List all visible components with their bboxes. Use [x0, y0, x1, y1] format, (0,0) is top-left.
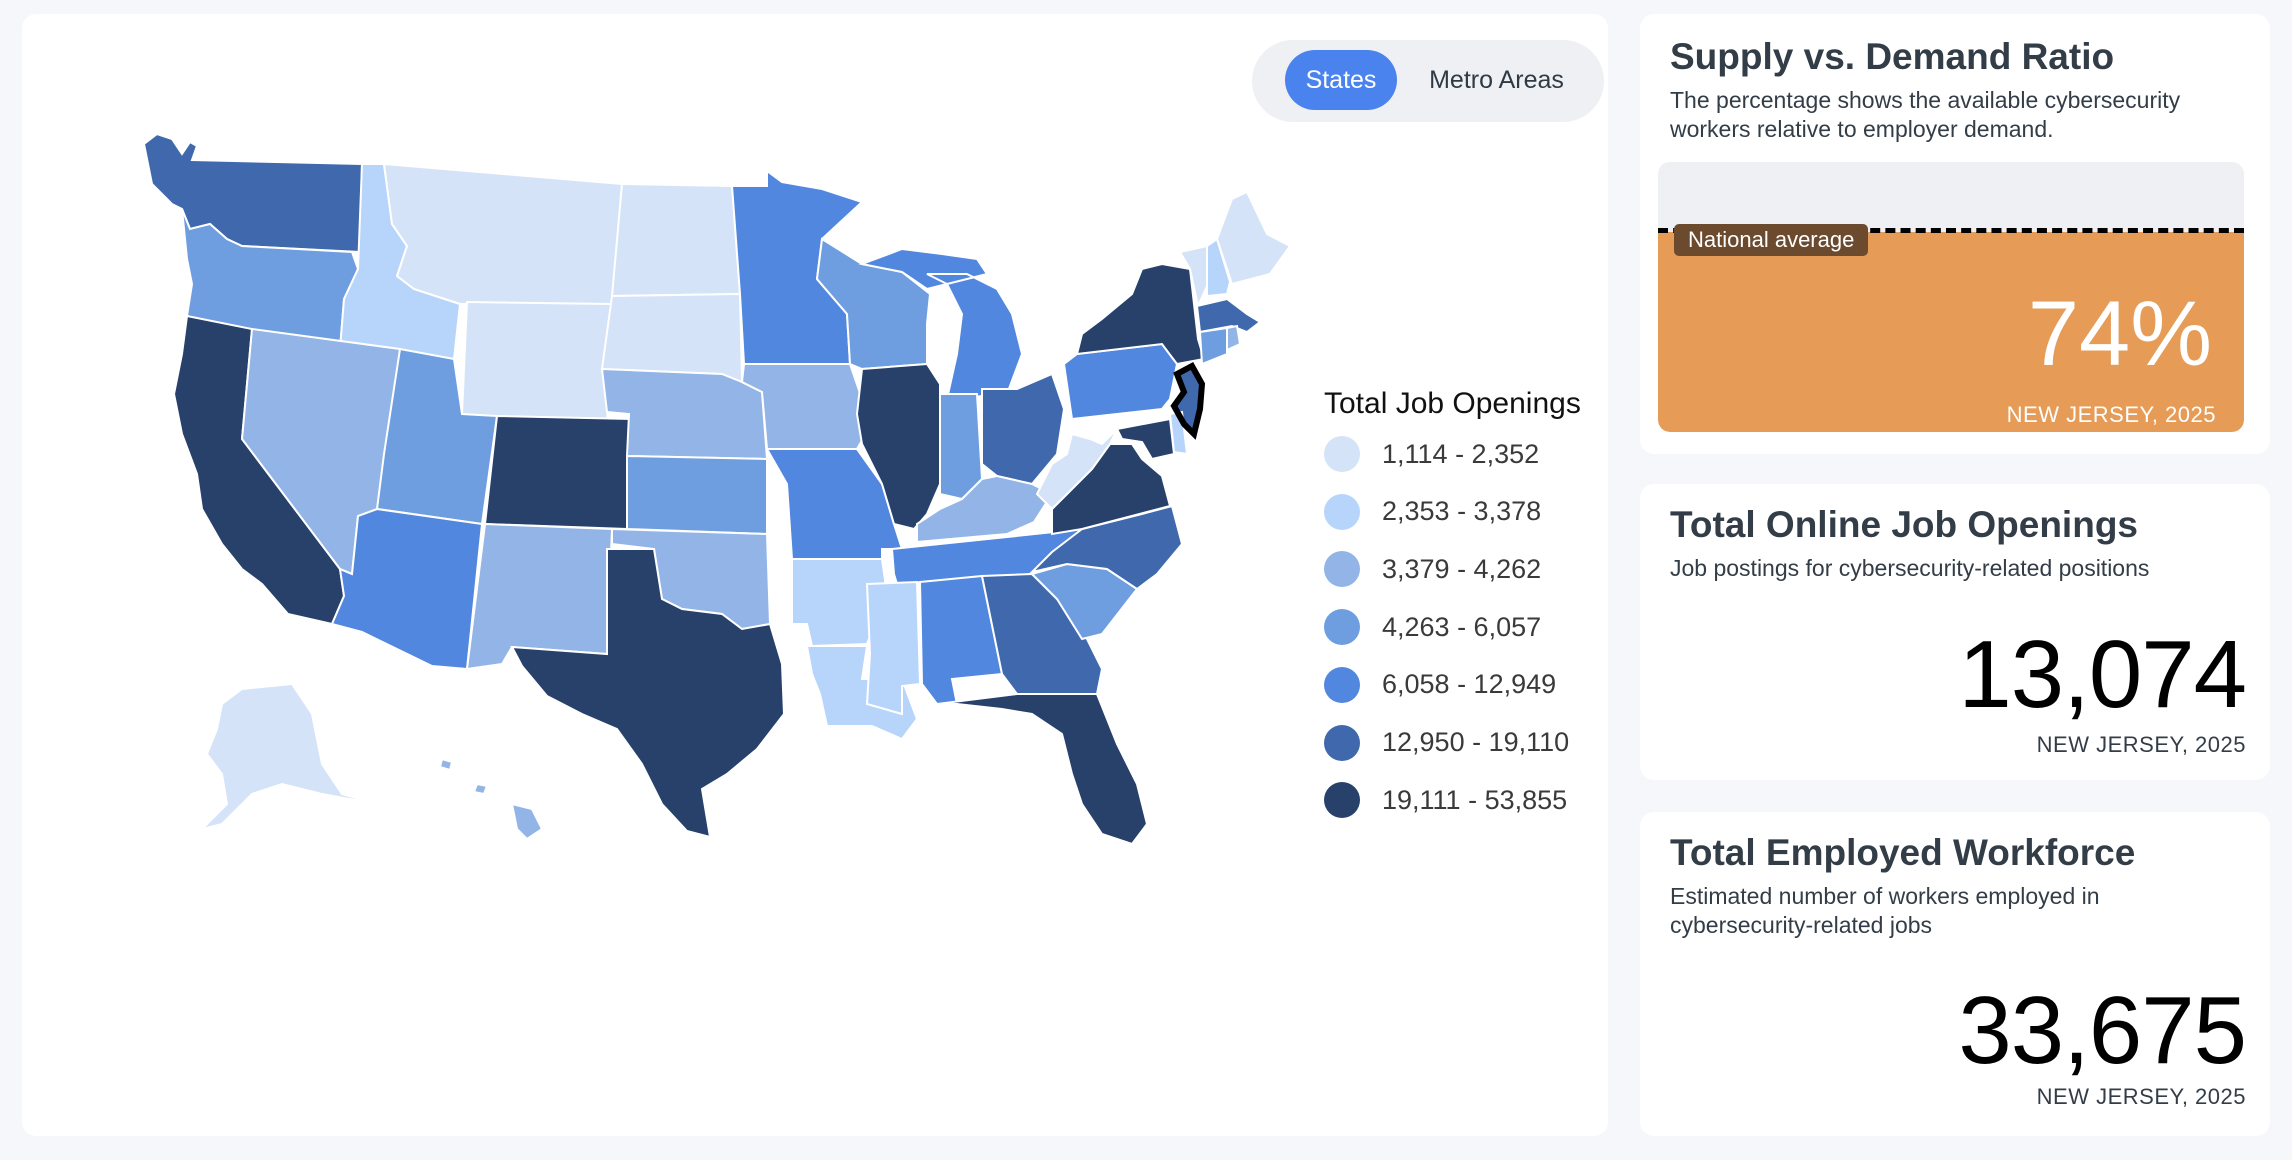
job-openings-description: Job postings for cybersecurity-related p…: [1670, 555, 2150, 581]
job-openings-title: Total Online Job Openings: [1670, 504, 2138, 545]
state-pa[interactable]: [1062, 342, 1179, 421]
workforce-sublabel: NEW JERSEY, 2025: [2036, 1084, 2246, 1109]
state-il[interactable]: [855, 362, 941, 531]
map-legend: Total Job Openings 1,114 - 2,352 2,353 - …: [1324, 384, 1604, 819]
legend-item: 12,950 - 19,110: [1324, 723, 1569, 763]
legend-swatch: [1324, 551, 1360, 588]
legend-label: 19,111 - 53,855: [1382, 784, 1568, 815]
state-sd[interactable]: [600, 292, 744, 384]
us-choropleth-map: [142, 132, 1292, 846]
map-panel: States Metro Areas Total Job Openings 1,…: [22, 14, 1608, 1136]
job-openings-sublabel: NEW JERSEY, 2025: [2036, 732, 2246, 757]
legend-label: 3,379 - 4,262: [1382, 553, 1542, 584]
state-hi[interactable]: [438, 757, 544, 841]
legend-swatch: [1324, 782, 1360, 819]
state-tx[interactable]: [510, 548, 786, 839]
state-ri[interactable]: [1226, 324, 1242, 352]
legend-item: 19,111 - 53,855: [1324, 780, 1567, 820]
ratio-fill: [1658, 232, 2244, 432]
state-ny[interactable]: [1075, 262, 1206, 366]
state-nd[interactable]: [610, 182, 742, 298]
legend-swatch: [1324, 493, 1360, 530]
legend-label: 12,950 - 19,110: [1382, 727, 1570, 757]
legend-item: 6,058 - 12,949: [1324, 665, 1556, 705]
legend-swatch: [1324, 724, 1360, 761]
legend-label: 2,353 - 3,378: [1382, 496, 1542, 527]
supply-demand-description: The percentage shows the available cyber…: [1670, 87, 2181, 142]
workforce-title: Total Employed Workforce: [1670, 832, 2136, 873]
state-ak[interactable]: [198, 682, 378, 831]
supply-demand-card: Supply vs. Demand Ratio The percentage s…: [1640, 14, 2270, 454]
legend-item: 3,379 - 4,262: [1324, 549, 1541, 589]
state-ut[interactable]: [375, 347, 499, 526]
state-vt[interactable]: [1178, 244, 1208, 310]
state-la[interactable]: [805, 645, 919, 741]
states-toggle-button[interactable]: States: [1285, 50, 1397, 110]
ratio-sublabel: NEW JERSEY, 2025: [2006, 402, 2216, 427]
ratio-value: 74%: [2027, 283, 2212, 385]
state-wa[interactable]: [142, 132, 364, 254]
legend-swatch: [1324, 436, 1360, 472]
state-ky[interactable]: [916, 474, 1054, 544]
legend-label: 4,263 - 6,057: [1382, 611, 1542, 642]
state-md[interactable]: [1115, 417, 1176, 461]
workforce-value: 33,675: [1958, 977, 2247, 1084]
ratio-bar: National average 74% NEW JERSEY, 2025: [1658, 162, 2244, 432]
legend-swatch: [1324, 609, 1360, 646]
state-co[interactable]: [483, 414, 634, 531]
supply-demand-title: Supply vs. Demand Ratio: [1670, 36, 2115, 77]
legend-label: 1,114 - 2,352: [1382, 438, 1540, 469]
legend-item: 4,263 - 6,057: [1324, 607, 1541, 647]
state-oh[interactable]: [981, 372, 1066, 486]
legend-item: 2,353 - 3,378: [1324, 492, 1541, 532]
state-me[interactable]: [1215, 190, 1292, 286]
legend-item: 1,114 - 2,352: [1324, 434, 1539, 474]
state-ks[interactable]: [626, 454, 768, 536]
national-average-label: National average: [1674, 223, 1869, 256]
state-fl[interactable]: [936, 693, 1149, 846]
selected-state-outline: [1170, 361, 1206, 440]
state-mt[interactable]: [382, 162, 624, 305]
state-in[interactable]: [939, 393, 984, 501]
job-openings-card: Total Online Job Openings Job postings f…: [1640, 484, 2270, 780]
legend-title: Total Job Openings: [1324, 387, 1581, 420]
state-ct[interactable]: [1198, 326, 1228, 366]
workforce-description: Estimated number of workers employed in …: [1670, 883, 2100, 938]
state-wy[interactable]: [460, 300, 614, 426]
workforce-card: Total Employed Workforce Estimated numbe…: [1640, 812, 2270, 1136]
state-ms[interactable]: [865, 580, 922, 716]
national-average-line: [1658, 227, 2244, 233]
map-mode-toggle: States Metro Areas: [1252, 40, 1604, 122]
state-nm[interactable]: [465, 522, 614, 671]
legend-label: 6,058 - 12,949: [1382, 669, 1557, 700]
legend-swatch: [1324, 666, 1360, 703]
metro-areas-toggle-button[interactable]: Metro Areas: [1429, 66, 1564, 94]
state-wv[interactable]: [1035, 428, 1118, 511]
job-openings-value: 13,074: [1958, 621, 2247, 728]
